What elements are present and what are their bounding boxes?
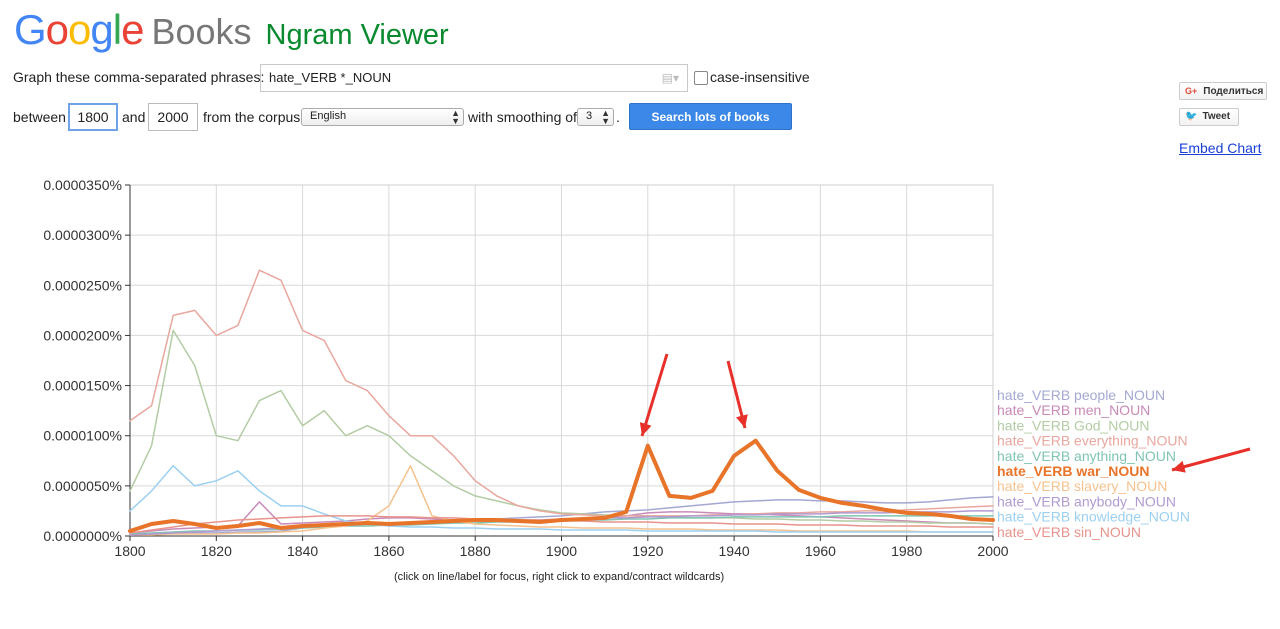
arrow-head [735,414,748,428]
legend-label[interactable]: hate_VERB slavery_NOUN [997,478,1167,494]
phrase-input-value: hate_VERB *_NOUN [269,70,392,85]
share-label: Поделиться [1203,86,1264,97]
chart-grid [129,184,994,537]
legend-label[interactable]: hate_VERB God_NOUN [997,417,1150,433]
y-tick-label: 0.0000200% [43,327,122,343]
logo-letter: G [14,6,47,53]
y-tick-label: 0.0000000% [43,528,122,544]
start-year-input[interactable]: 1800 [68,103,118,131]
annotation-arrows [639,353,1251,473]
between-label: between [13,109,66,125]
chart-hint: (click on line/label for focus, right cl… [394,571,725,583]
legend-label[interactable]: hate_VERB sin_NOUN [997,524,1141,540]
tweet-button[interactable]: 🐦 Tweet [1179,108,1239,126]
twitter-bird-icon: 🐦 [1185,111,1198,122]
logo-letter: g [90,6,113,53]
corpus-select[interactable]: English ▲ ▼ [301,108,464,126]
x-tick-label: 1980 [891,543,922,559]
tweet-label: Tweet [1202,111,1231,122]
y-tick-label: 0.0000300% [43,227,122,243]
arrow-shaft [640,353,669,437]
series-line[interactable] [129,465,994,533]
series-line[interactable] [129,329,994,525]
x-tick-label: 1860 [373,543,404,559]
case-insensitive-label: case-insensitive [710,69,810,85]
google-books-logo[interactable]: Google Books Ngram Viewer [14,6,449,54]
share-button[interactable]: G+ Поделиться [1179,82,1267,100]
x-tick-label: 1800 [114,543,145,559]
arrow-shaft [1171,447,1251,472]
series-line[interactable] [129,465,994,536]
smoothing-select-value: 3 [586,110,593,122]
logo-letter: l [112,6,122,53]
google-plus-icon: G+ [1185,86,1198,96]
x-tick-label: 1820 [201,543,232,559]
legend-label[interactable]: hate_VERB war_NOUN [997,463,1150,479]
chart-series[interactable] [128,269,995,536]
books-wordmark: Books [151,11,252,52]
phrase-input[interactable]: hate_VERB *_NOUN ▤▾ [260,64,688,92]
x-tick-label: 2000 [977,543,1008,559]
search-button[interactable]: Search lots of books [629,103,792,130]
chart-axes: 0.0000000% 0.0000050% 0.0000100% 0.0000150%… [43,177,1008,559]
google-wordmark: Google [14,6,144,54]
legend-label[interactable]: hate_VERB anybody_NOUN [997,493,1176,509]
y-tick-label: 0.0000250% [43,277,122,293]
arrow-head [639,422,652,436]
x-tick-label: 1940 [719,543,750,559]
case-insensitive-checkbox[interactable] [694,71,708,85]
x-tick-label: 1880 [460,543,491,559]
select-arrows-icon: ▲ ▼ [601,108,610,126]
corpus-label: from the corpus [203,109,301,125]
logo-letter: o [68,6,91,53]
y-tick-label: 0.0000150% [43,378,122,394]
logo-letter: e [121,6,144,53]
legend-label[interactable]: hate_VERB everything_NOUN [997,433,1188,449]
series-line[interactable] [128,438,995,533]
embed-chart-link[interactable]: Embed Chart [1179,140,1262,156]
y-tick-label: 0.0000350% [43,177,122,193]
phrases-label: Graph these comma-separated phrases: [13,69,265,85]
legend-label[interactable]: hate_VERB knowledge_NOUN [997,509,1190,525]
x-tick-label: 1920 [632,543,663,559]
arrow-head [1172,460,1186,473]
legend-label[interactable]: hate_VERB anything_NOUN [997,448,1176,464]
period-label: . [616,109,620,125]
ngram-viewer-title: Ngram Viewer [265,19,449,51]
series-line[interactable] [129,269,994,517]
x-tick-label: 1960 [805,543,836,559]
legend-label[interactable]: hate_VERB men_NOUN [997,402,1150,418]
smoothing-label: with smoothing of [468,109,577,125]
input-history-icon[interactable]: ▤▾ [661,71,679,85]
and-label: and [122,109,146,125]
y-tick-label: 0.0000100% [43,428,122,444]
logo-letter: o [45,6,69,53]
select-arrows-icon: ▲ ▼ [451,108,460,126]
legend-label[interactable]: hate_VERB people_NOUN [997,387,1165,403]
x-tick-label: 1900 [546,543,577,559]
series-line[interactable] [129,496,994,536]
corpus-select-value: English [310,110,347,122]
x-tick-label: 1840 [287,543,318,559]
y-tick-label: 0.0000050% [43,478,122,494]
smoothing-select[interactable]: 3 ▲ ▼ [577,108,614,126]
end-year-input[interactable]: 2000 [148,103,198,131]
